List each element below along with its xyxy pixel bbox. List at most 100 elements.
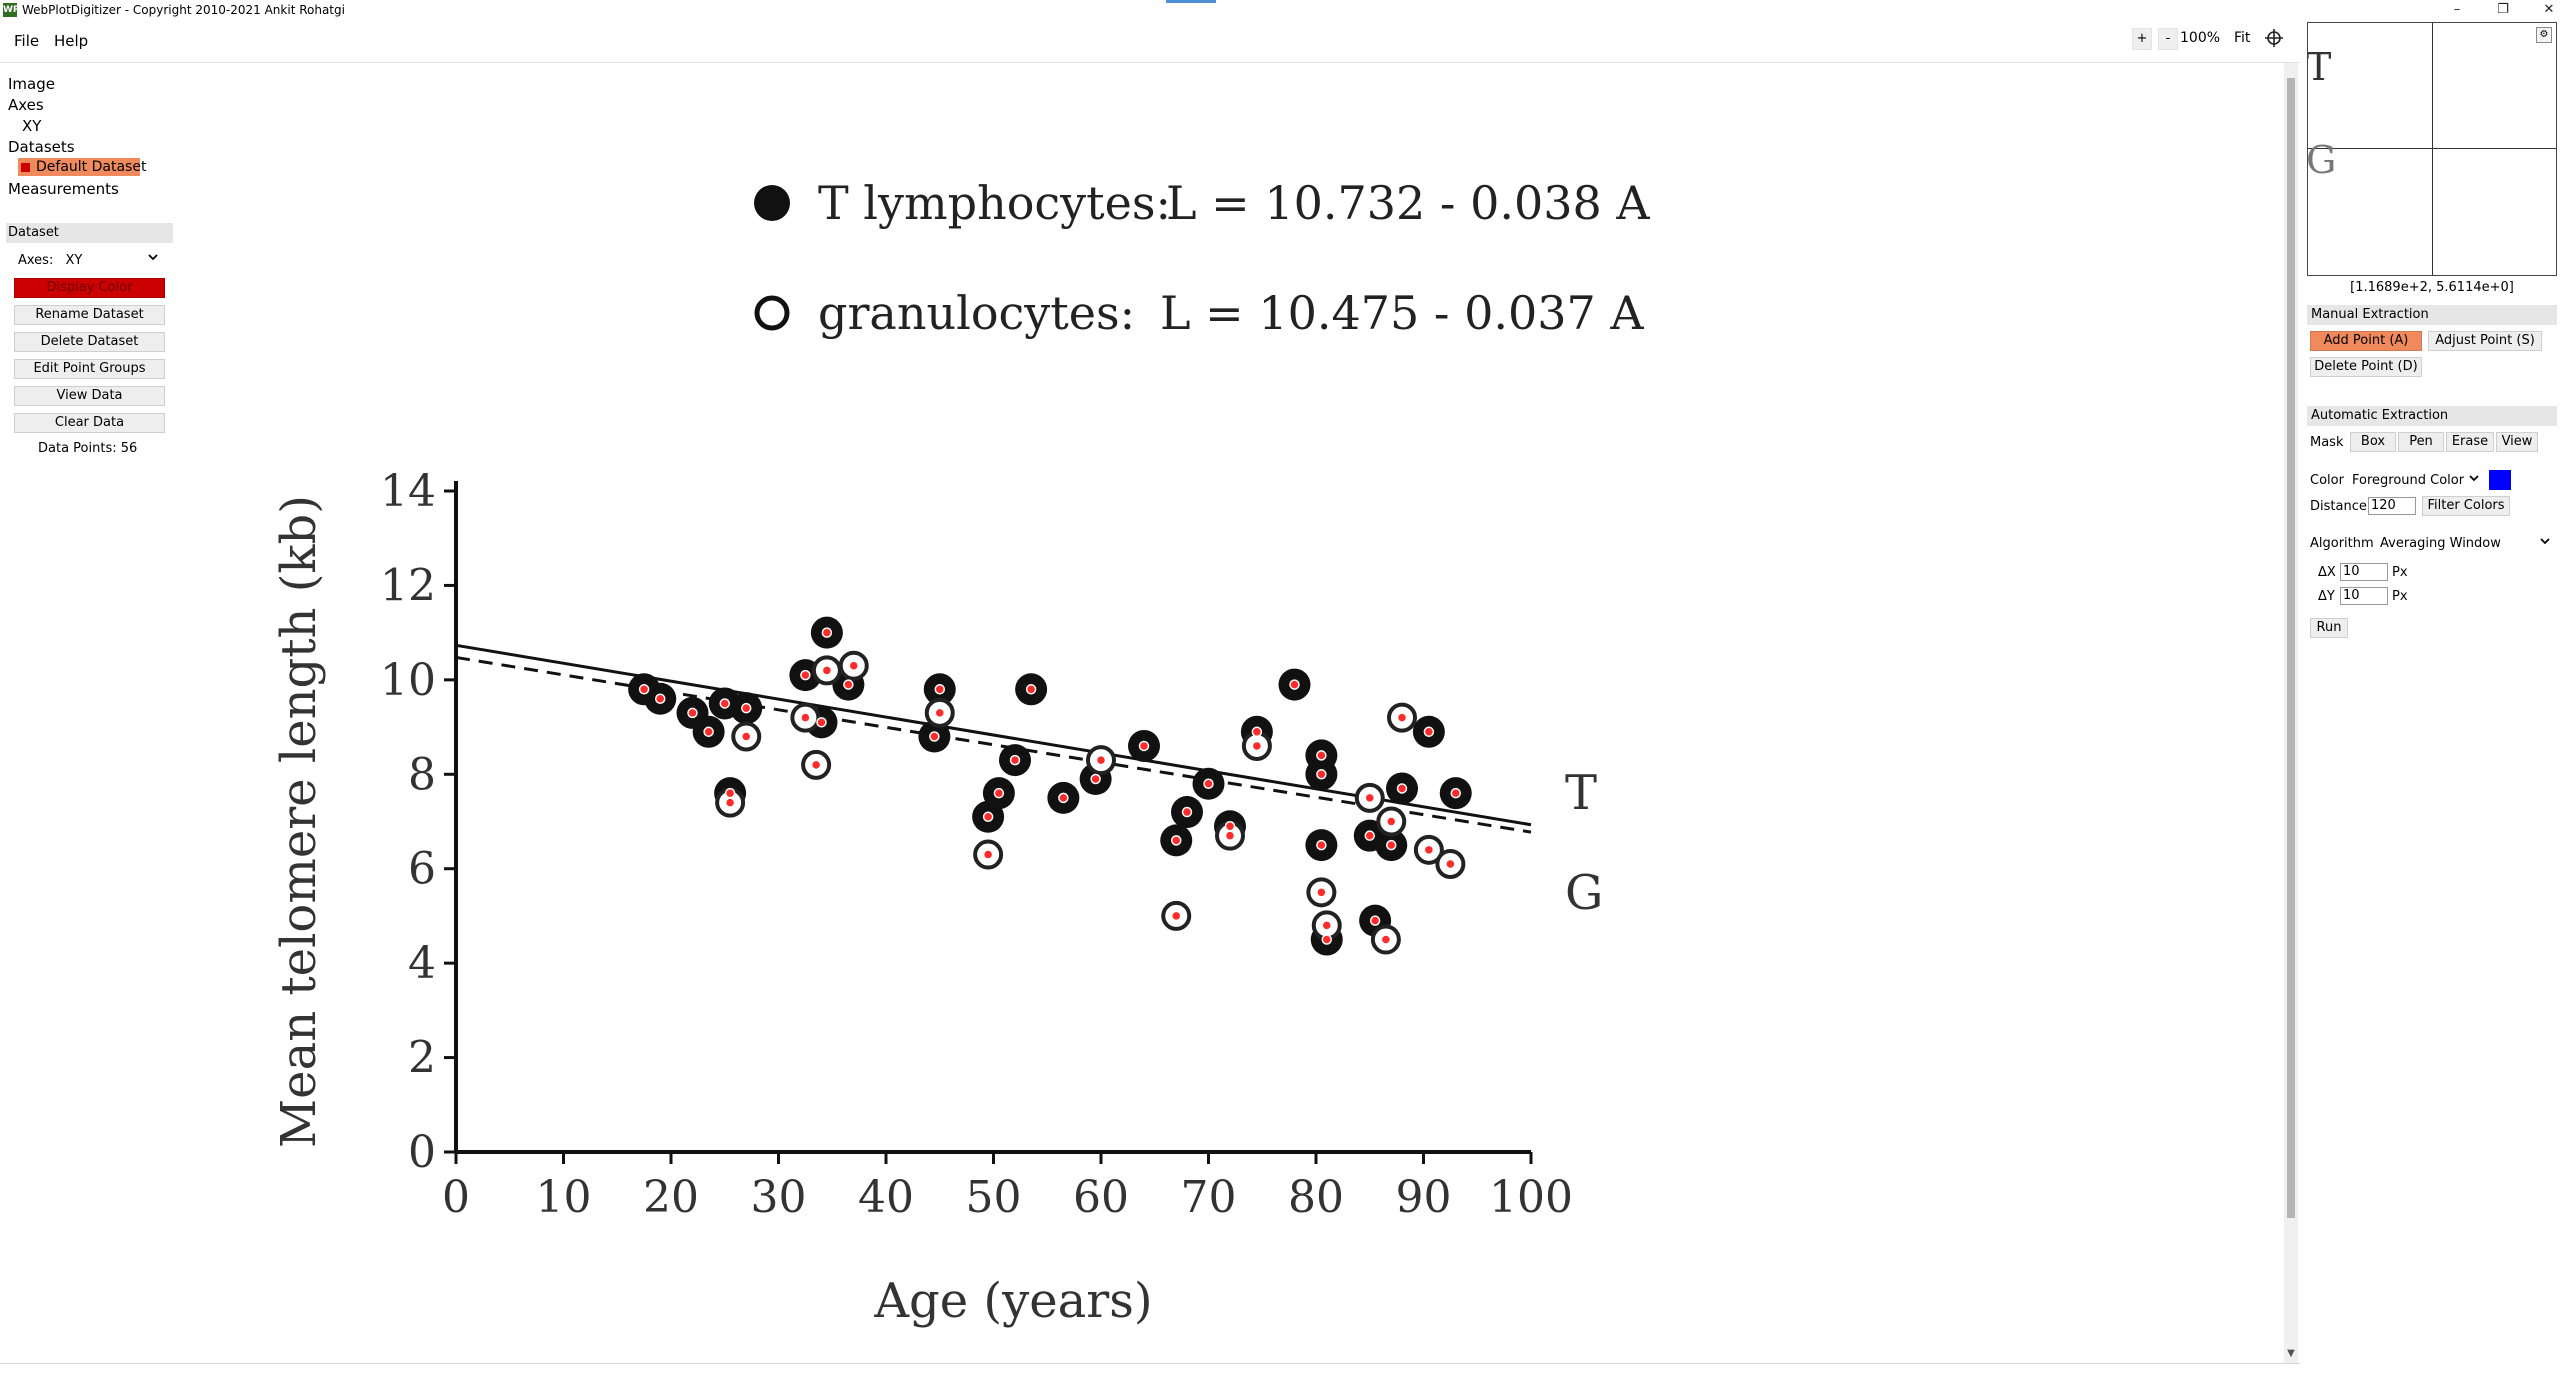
- digitized-point-marker: [655, 693, 666, 704]
- x-tick-label: 20: [643, 1172, 699, 1223]
- adjust-point-button[interactable]: Adjust Point (S): [2428, 331, 2542, 351]
- digitized-point-marker: [843, 679, 854, 690]
- fit-button[interactable]: Fit: [2234, 30, 2251, 46]
- display-color-button[interactable]: Display Color: [14, 278, 165, 298]
- digitized-point-marker: [816, 717, 827, 728]
- digitized-point-marker: [1251, 726, 1263, 738]
- y-tick-label: 10: [380, 655, 436, 706]
- digitized-point-marker: [1380, 934, 1392, 945]
- magnifier-letter-t: T: [2307, 45, 2332, 89]
- foreground-color-swatch[interactable]: [2489, 470, 2511, 490]
- run-button[interactable]: Run: [2310, 618, 2348, 638]
- plot-canvas[interactable]: T lymphocytes:L = 10.732 - 0.038 A granul…: [0, 63, 2280, 1363]
- tree-image[interactable]: Image: [8, 75, 55, 93]
- digitized-point-marker: [1058, 792, 1069, 804]
- magnifier-letter-g: G: [2307, 138, 2337, 182]
- chevron-down-icon[interactable]: [146, 250, 160, 268]
- digitized-markers: [638, 627, 1461, 945]
- chevron-down-icon[interactable]: [2467, 470, 2481, 490]
- digitized-point-marker: [1386, 816, 1397, 827]
- title-bar: [0, 0, 2560, 20]
- menu-file[interactable]: File: [14, 32, 40, 50]
- digitized-point-marker: [800, 712, 811, 723]
- tree-measurements[interactable]: Measurements: [8, 180, 119, 198]
- digitized-point-marker: [1138, 740, 1150, 752]
- magnifier-settings-icon[interactable]: ⚙: [2536, 27, 2552, 43]
- digitized-point-marker: [1224, 830, 1236, 841]
- x-tick-label: 10: [536, 1172, 592, 1223]
- x-tick-label: 80: [1288, 1172, 1344, 1223]
- delta-x-input[interactable]: 10: [2340, 563, 2388, 581]
- tree-default-dataset[interactable]: Default Dataset: [36, 159, 147, 175]
- delete-point-button[interactable]: Delete Point (D): [2310, 357, 2422, 377]
- digitized-point-marker: [724, 797, 736, 808]
- digitized-point-marker: [1396, 783, 1408, 794]
- dataset-color-swatch: [21, 163, 30, 172]
- tree-axes-xy[interactable]: XY: [22, 117, 42, 135]
- digitized-point-marker: [1316, 887, 1327, 898]
- line-label-t: T: [1565, 765, 1597, 821]
- x-tick-label: 100: [1489, 1172, 1573, 1223]
- delta-y-input[interactable]: 10: [2340, 587, 2388, 605]
- delete-dataset-button[interactable]: Delete Dataset: [14, 332, 165, 352]
- tree-datasets[interactable]: Datasets: [8, 138, 75, 156]
- window-title: WebPlotDigitizer - Copyright 2010-2021 A…: [22, 3, 345, 17]
- tree-axes[interactable]: Axes: [8, 96, 44, 114]
- y-tick-label: 12: [380, 560, 436, 611]
- mask-erase-button[interactable]: Erase: [2446, 432, 2494, 452]
- digitized-point-marker: [1009, 754, 1021, 766]
- digitized-point-marker: [1450, 787, 1461, 799]
- digitized-point-marker: [724, 787, 736, 799]
- algorithm-label: Algorithm: [2310, 536, 2374, 551]
- x-tick-label: 30: [751, 1172, 807, 1223]
- digitized-point-marker: [719, 698, 730, 709]
- distance-input[interactable]: 120: [2368, 497, 2416, 515]
- mask-box-button[interactable]: Box: [2350, 432, 2396, 452]
- x-tick-label: 0: [442, 1172, 470, 1223]
- y-tick-label: 0: [408, 1127, 436, 1178]
- restore-button[interactable]: ❐: [2497, 2, 2509, 17]
- regression-line-g: [455, 655, 1532, 834]
- axes-select[interactable]: Axes: XY: [18, 253, 82, 268]
- x-tick-label: 50: [966, 1172, 1022, 1223]
- digitized-point-marker: [1316, 839, 1327, 851]
- zoom-in-button[interactable]: +: [2132, 28, 2152, 50]
- chart-legend: T lymphocytes:L = 10.732 - 0.038 A granul…: [754, 176, 1650, 340]
- mask-label: Mask: [2310, 435, 2344, 450]
- filter-colors-button[interactable]: Filter Colors: [2422, 496, 2510, 516]
- data-points: [628, 616, 1472, 956]
- chevron-down-icon[interactable]: [2538, 533, 2552, 553]
- chart-axes: 0 10 20 30 40 50 60 70 80 90 100 0 2 4 6 8 10 12 14 Age (ye…: [271, 466, 1573, 1329]
- digitized-point-marker: [1423, 726, 1435, 738]
- x-tick-label: 90: [1396, 1172, 1452, 1223]
- color-select[interactable]: Foreground Color: [2352, 473, 2465, 488]
- magnifier-coordinates: [1.1689e+2, 5.6114e+0]: [2350, 280, 2514, 295]
- digitized-point-marker: [1445, 858, 1456, 870]
- add-point-button[interactable]: Add Point (A): [2310, 331, 2422, 351]
- digitized-point-marker: [741, 702, 752, 714]
- digitized-point-marker: [929, 731, 940, 742]
- close-button[interactable]: ✕: [2543, 2, 2555, 17]
- mask-pen-button[interactable]: Pen: [2398, 432, 2444, 452]
- rename-dataset-button[interactable]: Rename Dataset: [14, 305, 165, 325]
- digitized-point-marker: [1025, 684, 1037, 695]
- algorithm-select[interactable]: Averaging Window: [2380, 536, 2501, 551]
- digitized-point-marker: [1369, 915, 1381, 926]
- minimize-button[interactable]: –: [2453, 2, 2461, 17]
- clear-data-button[interactable]: Clear Data: [14, 413, 165, 433]
- digitized-point-marker: [810, 759, 822, 771]
- x-axis-label: Age (years): [873, 1273, 1152, 1329]
- crosshair-icon[interactable]: [2264, 28, 2284, 48]
- delta-x-unit: Px: [2392, 565, 2408, 580]
- legend-label: granulocytes:: [818, 286, 1135, 340]
- legend-equation: L = 10.475 - 0.037 A: [1160, 286, 1644, 340]
- y-axis-label: Mean telomere length (kb): [271, 495, 327, 1148]
- view-data-button[interactable]: View Data: [14, 386, 165, 406]
- scrollbar-thumb[interactable]: [2287, 78, 2295, 1218]
- edit-point-groups-button[interactable]: Edit Point Groups: [14, 359, 165, 379]
- zoom-out-button[interactable]: -: [2158, 28, 2178, 50]
- menu-help[interactable]: Help: [54, 32, 89, 50]
- magnifier-crosshair-vertical: [2432, 23, 2433, 275]
- mask-view-button[interactable]: View: [2496, 432, 2538, 452]
- scroll-down-icon[interactable]: ▼: [2287, 1348, 2295, 1359]
